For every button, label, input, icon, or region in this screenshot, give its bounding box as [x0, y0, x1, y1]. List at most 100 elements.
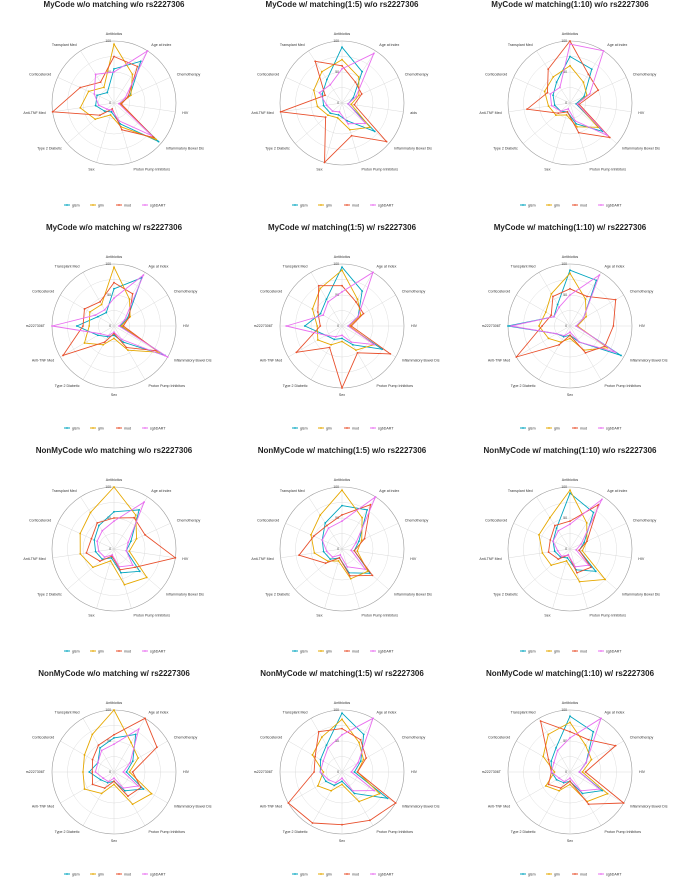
data-point-glsm — [581, 792, 584, 795]
data-point-sgbDART — [113, 743, 115, 745]
legend-marker — [320, 873, 322, 875]
axis-label: Type 2 Diabetic — [493, 146, 518, 150]
data-point-sgbDART — [322, 314, 325, 317]
axis-spoke — [96, 548, 115, 609]
axis-label: Anti-TNF Med — [260, 359, 282, 363]
axis-spoke — [538, 718, 571, 773]
data-point-sgbDART — [574, 119, 577, 122]
tick-label: 0 — [109, 324, 111, 328]
axis-label: HIV — [411, 324, 418, 328]
data-point-glm — [348, 128, 351, 131]
data-point-glsm — [507, 325, 509, 327]
data-point-mod — [549, 539, 552, 541]
axis-spoke — [569, 548, 617, 590]
chart-title: MyCode w/o matching w/o rs2227306 — [43, 0, 185, 9]
radar-panel-9: NonMyCode w/ matching(1:10) w/o rs222730… — [456, 446, 684, 669]
axis-spoke — [310, 325, 343, 380]
axis-label: Sex — [111, 393, 117, 397]
axis-label: Transplant Med — [508, 43, 533, 47]
data-point-sgbDART — [101, 529, 104, 532]
series-line-sgbDART — [318, 53, 375, 125]
legend-marker — [92, 650, 94, 652]
data-point-glm — [547, 105, 550, 107]
axis-label: rs2227306T — [482, 324, 502, 328]
data-point-mod — [326, 524, 328, 527]
data-point-sgbDART — [106, 108, 108, 110]
data-point-sgbDART — [559, 86, 561, 89]
data-point-glm — [83, 342, 86, 344]
data-point-mod — [356, 771, 359, 773]
radar-panel-4: MyCode w/o matching w/ rs2227306 Antibiot… — [0, 223, 228, 446]
axis-label: Corticosteroid — [488, 290, 510, 294]
data-point-sgbDART — [341, 777, 343, 780]
data-point-glsm — [99, 778, 102, 781]
data-point-glm — [555, 114, 557, 117]
legend-marker — [294, 204, 296, 206]
data-point-glsm — [341, 504, 343, 507]
data-point-mod — [99, 560, 101, 563]
data-point-sgbDART — [97, 550, 100, 553]
axis-label: Anti-TNF Med — [32, 359, 54, 363]
axis-label: Inflammatory Bowel Dis — [394, 592, 432, 596]
data-point-glsm — [105, 311, 108, 314]
axis-label: Type 2 Diabetic — [37, 146, 62, 150]
data-point-mod — [612, 325, 615, 327]
series-line-sgbDART — [549, 43, 608, 136]
tick-label: 50 — [563, 293, 567, 297]
data-point-glm — [358, 741, 360, 744]
data-point-glsm — [134, 733, 137, 736]
axis-label: Proton Pump Inhibitors — [377, 384, 414, 388]
data-point-mod — [547, 68, 550, 70]
chart-title: MyCode w/ matching(1:10) w/ rs2227306 — [493, 223, 647, 232]
data-point-sgbDART — [319, 771, 322, 773]
axis-label: Anti-TNF Med — [23, 111, 45, 115]
data-point-mod — [350, 134, 353, 137]
data-point-mod — [385, 140, 388, 143]
axis-label: HIV — [182, 111, 189, 115]
data-point-glm — [312, 89, 315, 92]
axis-label: Proton Pump Inhibitors — [133, 613, 170, 617]
data-point-sgbDART — [347, 102, 350, 105]
data-point-mod — [103, 341, 106, 344]
data-point-sgbDART — [598, 274, 601, 276]
series-line-sgbDART — [552, 499, 603, 568]
axis-spoke — [569, 771, 602, 826]
data-point-mod — [587, 73, 590, 76]
data-point-glsm — [130, 540, 132, 543]
data-point-sgbDART — [357, 761, 360, 764]
legend-marker — [522, 650, 524, 652]
tick-label: 50 — [335, 739, 339, 743]
legend-label: glsm — [528, 649, 536, 653]
axis-label: Antibiotics — [106, 478, 123, 482]
legend-label: mod — [124, 649, 131, 653]
data-point-glm — [548, 516, 551, 519]
data-point-sgbDART — [373, 343, 376, 346]
data-point-mod — [547, 551, 550, 553]
data-point-sgbDART — [575, 325, 578, 327]
legend-label: glm — [326, 426, 332, 430]
data-point-sgbDART — [373, 789, 376, 792]
data-point-mod — [566, 111, 569, 113]
data-point-mod — [353, 549, 356, 552]
legend-marker — [600, 650, 602, 652]
axis-label: Antibiotics — [334, 478, 351, 482]
data-point-mod — [365, 757, 368, 759]
tick-label: 50 — [107, 293, 111, 297]
data-point-glm — [102, 343, 105, 346]
axis-spoke — [341, 548, 404, 559]
axis-spoke — [60, 771, 115, 804]
data-point-glm — [341, 58, 343, 61]
series-line-glsm — [319, 712, 389, 799]
series-line-glm — [79, 486, 148, 586]
axis-label: Type 2 Diabetic — [493, 592, 518, 596]
data-point-sgbDART — [364, 122, 367, 125]
data-point-mod — [587, 803, 590, 806]
axis-label: Transplant Med — [283, 264, 308, 268]
data-point-sgbDART — [557, 529, 560, 532]
data-point-mod — [341, 64, 343, 67]
axis-label: Transplant Med — [55, 710, 80, 714]
axis-label: Anti-TNF Med — [479, 111, 501, 115]
data-point-sgbDART — [576, 103, 579, 105]
data-point-mod — [578, 103, 581, 106]
axis-label: Antibiotics — [106, 32, 123, 36]
